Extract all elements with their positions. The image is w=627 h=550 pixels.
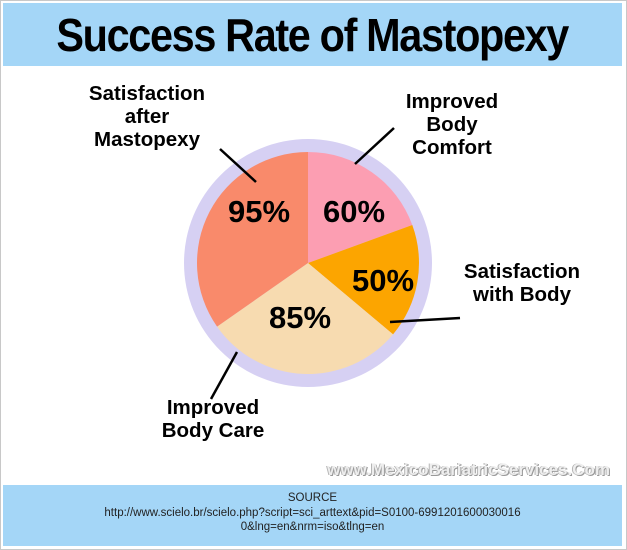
slice-value-improved-body-care: 85% — [269, 300, 331, 335]
pie-slice-improved-body-comfort — [308, 152, 413, 263]
slice-value-satisfaction-after-mastopexy: 95% — [228, 194, 290, 229]
chart-title: Success Rate of Mastopexy — [56, 8, 570, 61]
slice-label-line: Satisfaction — [464, 260, 580, 283]
slice-label-line: after — [125, 105, 169, 128]
pie-chart: 60%50%85%95%Improved Body ComfortSatisfact… — [89, 82, 580, 442]
slice-value-satisfaction-with-body: 50% — [352, 263, 414, 298]
slice-label-improved-body-care: Improved Body Care — [162, 396, 265, 442]
source-label: SOURCE — [287, 492, 338, 504]
slice-label-line: Body Care — [162, 419, 265, 442]
slice-label-line: Mastopexy — [94, 128, 201, 151]
pie-slice-improved-body-care — [217, 263, 394, 375]
source-url[interactable]: http://www.scielo.br/scielo.php?script=s… — [104, 507, 521, 533]
slice-label-line: Improved — [167, 396, 259, 419]
slice-label-improved-body-comfort: Improved Body Comfort — [406, 90, 498, 159]
pie-slice-satisfaction-after-mastopexy — [197, 152, 308, 327]
slice-label-satisfaction-with-body: Satisfaction with Body — [464, 260, 580, 306]
leader-line-improved-body-comfort — [354, 127, 395, 165]
pie-slice-satisfaction-with-body — [308, 225, 419, 335]
leader-line-satisfaction-with-body — [389, 316, 461, 324]
watermark-url: www.MexicoBariatricServices.Com — [327, 460, 610, 479]
leader-line-improved-body-care — [209, 351, 239, 400]
source-banner: SOURCE http://www.scielo.br/scielo.php?s… — [3, 485, 622, 546]
title-banner: Success Rate of Mastopexy — [3, 3, 622, 66]
slice-value-improved-body-comfort: 60% — [323, 194, 385, 229]
slice-label-satisfaction-after-mastopexy: Satisfaction after Mastopexy — [89, 82, 205, 151]
leader-line-satisfaction-after-mastopexy — [219, 148, 257, 183]
slice-label-line: with Body — [472, 283, 572, 306]
slice-label-line: Comfort — [412, 136, 492, 159]
slice-label-line: Improved — [406, 90, 498, 113]
slice-label-line: Body — [426, 113, 478, 136]
slice-label-line: Satisfaction — [89, 82, 205, 105]
